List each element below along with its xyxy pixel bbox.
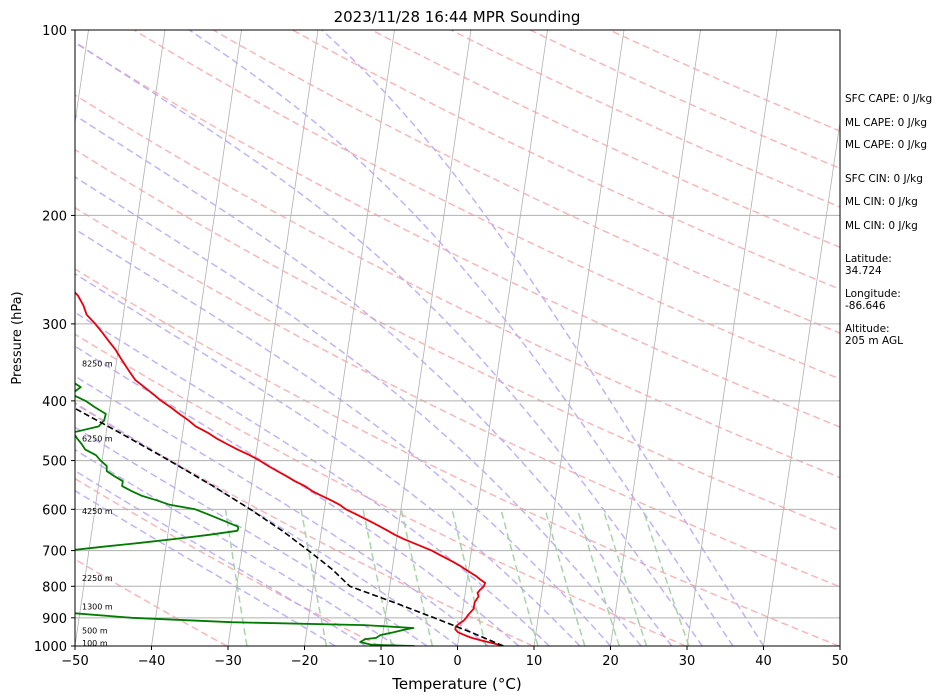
sfc-cin-text: SFC CIN: 0 J/kg — [845, 173, 923, 185]
y-tick-label: 900 — [42, 612, 67, 627]
x-tick-label: 0 — [453, 654, 461, 669]
x-tick-label: 30 — [679, 654, 696, 669]
isotherm-line — [304, 30, 395, 646]
x-tick-label: 50 — [832, 654, 849, 669]
isobar-grid — [75, 30, 840, 646]
moist-adiabat-line — [75, 311, 550, 646]
isotherm-line — [380, 30, 472, 646]
y-axis: 100 200 300 400 500 600 700 800 900 1000 — [34, 24, 75, 655]
x-axis: −50 −40 −30 −20 −10 0 10 20 30 40 50 — [61, 646, 848, 669]
mixing-ratio-line — [602, 509, 648, 646]
moist-adiabat-line — [75, 41, 703, 646]
dry-adiabat-line — [75, 333, 687, 646]
dry-adiabat-line — [75, 42, 840, 428]
mixing-ratio-line — [544, 509, 586, 646]
longitude-value: -86.646 — [845, 300, 886, 312]
dry-adiabat-line — [133, 30, 840, 380]
moist-adiabat-line — [75, 469, 367, 646]
height-marker-label: 8250 m — [82, 360, 113, 369]
stats-panel: SFC CAPE: 0 J/kg ML CAPE: 0 J/kg ML CAPE… — [845, 93, 932, 347]
moist-adiabat-line — [75, 228, 612, 646]
moist-adiabat-line — [188, 30, 734, 646]
ml-cin-text: ML CIN: 0 J/kg — [845, 196, 918, 208]
dry-adiabat-line — [75, 148, 840, 532]
ml-cin-text-2: ML CIN: 0 J/kg — [845, 220, 918, 232]
isotherm-line — [763, 119, 840, 646]
moist-adiabat-line — [75, 345, 520, 646]
y-tick-label: 500 — [42, 455, 67, 470]
height-marker-label: 2250 m — [82, 574, 113, 583]
temperature-profile-line — [75, 291, 504, 646]
x-tick-label: 40 — [755, 654, 772, 669]
sounding-profiles — [75, 291, 504, 646]
y-tick-label: 800 — [42, 580, 67, 595]
dry-adiabat-line — [75, 403, 534, 646]
moist-adiabat-line — [75, 272, 581, 646]
ml-cape-text-2: ML CAPE: 0 J/kg — [845, 139, 927, 151]
x-tick-label: −10 — [367, 654, 394, 669]
y-axis-title: Pressure (hPa) — [10, 291, 25, 384]
y-tick-label: 400 — [42, 395, 67, 410]
x-tick-label: −50 — [61, 654, 88, 669]
dry-adiabat-line — [75, 206, 840, 588]
x-axis-title: Temperature (°C) — [391, 675, 521, 693]
x-tick-label: −40 — [138, 654, 165, 669]
isotherm-line — [610, 30, 701, 646]
y-tick-label: 600 — [42, 503, 67, 518]
dry-adiabat-line — [75, 558, 228, 646]
isotherm-line — [227, 30, 319, 646]
isotherm-line — [533, 30, 625, 646]
y-tick-label: 700 — [42, 545, 67, 560]
moist-adiabat-line — [321, 30, 765, 646]
height-marker-label: 6250 m — [82, 434, 113, 443]
chart-title: 2023/11/28 16:44 MPR Sounding — [334, 8, 581, 26]
isotherm-line — [686, 30, 778, 646]
altitude-value: 205 m AGL — [845, 335, 903, 347]
moist-adiabat-line — [75, 375, 489, 646]
x-tick-label: −30 — [214, 654, 241, 669]
y-tick-label: 1000 — [34, 640, 67, 655]
ml-cape-text: ML CAPE: 0 J/kg — [845, 117, 927, 129]
background-lines — [75, 30, 840, 646]
isotherm-line — [75, 30, 166, 646]
parcel-path-line — [75, 407, 504, 646]
height-markers: 100 m 500 m 1300 m 2250 m 4250 m 6250 m 8250 m — [82, 360, 113, 648]
height-marker-label: 100 m — [82, 639, 108, 648]
height-marker-label: 500 m — [82, 627, 108, 636]
mixing-ratio-line — [642, 509, 690, 646]
dry-adiabat-line — [75, 268, 840, 646]
x-tick-label: 10 — [526, 654, 543, 669]
longitude-label: Longitude: — [845, 288, 901, 300]
latitude-label: Latitude: — [845, 253, 892, 265]
mixing-ratio-line — [576, 509, 621, 646]
height-marker-label: 1300 m — [82, 603, 113, 612]
moist-adiabat-line — [75, 448, 397, 646]
isotherm-line — [151, 30, 242, 646]
dewpoint-profile-line — [75, 382, 415, 646]
sfc-cape-text: SFC CAPE: 0 J/kg — [845, 93, 932, 105]
y-tick-label: 100 — [42, 24, 67, 39]
y-tick-label: 300 — [42, 318, 67, 333]
latitude-value: 34.724 — [845, 265, 882, 277]
y-tick-label: 200 — [42, 209, 67, 224]
height-marker-label: 4250 m — [82, 507, 113, 516]
x-tick-label: 20 — [602, 654, 619, 669]
x-tick-label: −20 — [291, 654, 318, 669]
moist-adiabat-line — [75, 426, 428, 646]
dry-adiabat-line — [75, 477, 381, 646]
altitude-label: Altitude: — [845, 323, 890, 335]
